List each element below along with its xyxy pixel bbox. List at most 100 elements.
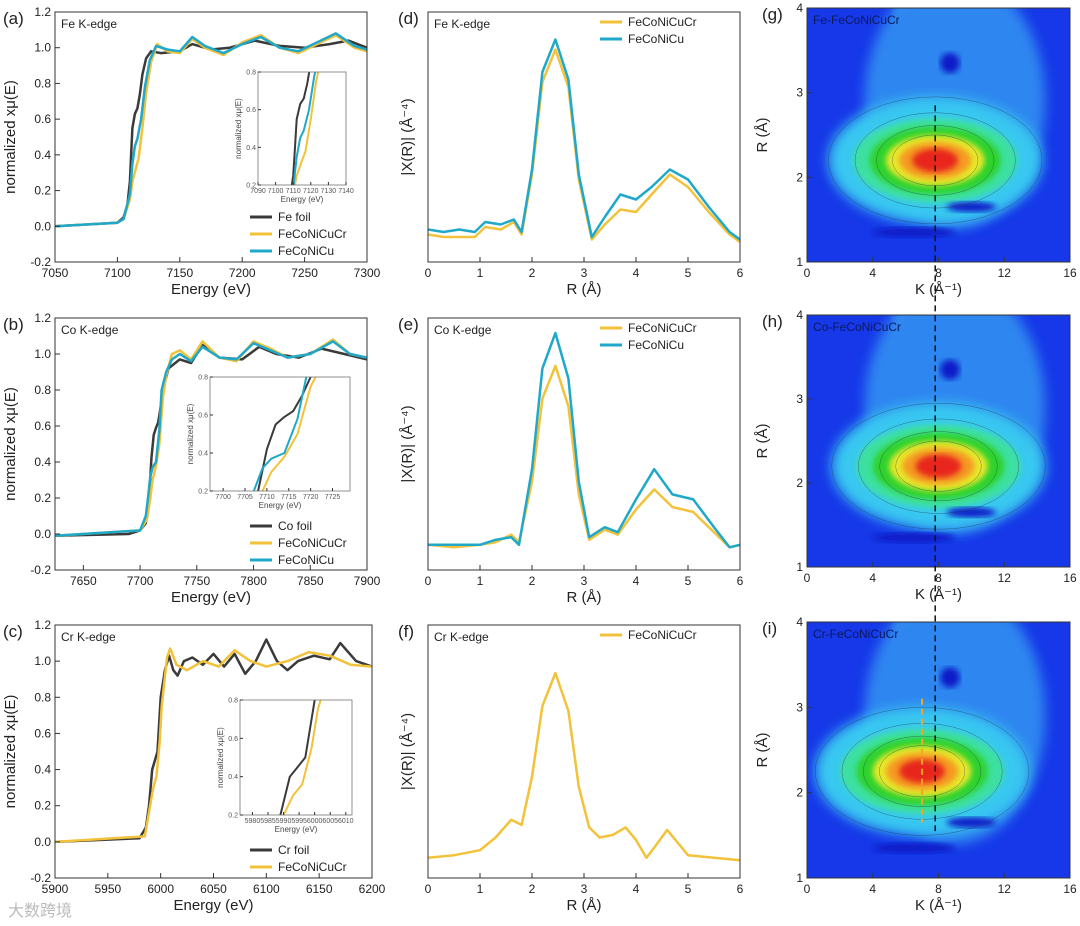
legend-label: FeCoNiCuCr — [628, 628, 697, 642]
x-axis-label: R (Å) — [567, 281, 602, 298]
inset-y-tick-label: 0.6 — [228, 736, 238, 743]
heatmap-minimum — [872, 532, 955, 543]
axes-frame — [54, 11, 368, 263]
inset-series-line-feconicu — [252, 377, 308, 491]
panel-title: Fe-FeCoNiCuCr — [813, 13, 900, 27]
y-tick-label: 1 — [796, 255, 803, 269]
y-tick-label: 3 — [796, 86, 803, 100]
inset-x-axis-label: Energy (eV) — [259, 501, 302, 510]
x-tick-label: 16 — [1063, 882, 1077, 896]
inset-series-line-feconicu — [292, 72, 317, 185]
x-tick-label: 0 — [425, 882, 432, 896]
x-tick-label: 0 — [804, 882, 811, 896]
inset-x-tick-label: 7715 — [281, 494, 297, 501]
y-tick-label: 0.0 — [34, 219, 51, 233]
y-tick-label: 1.0 — [34, 654, 51, 668]
y-tick-label: 1.2 — [34, 5, 51, 19]
contour-line — [828, 96, 1043, 225]
watermark: 大数跨境 — [8, 901, 72, 920]
panel-label-a: (a) — [3, 9, 24, 28]
x-tick-label: 6150 — [306, 882, 333, 896]
x-tick-label: 5 — [685, 882, 692, 896]
x-tick-label: 2 — [529, 266, 536, 280]
y-tick-label: 0.2 — [34, 799, 51, 813]
inset-series-line-feconicucr — [282, 700, 322, 815]
x-tick-label: 2 — [529, 574, 536, 588]
x-tick-label: 5900 — [42, 882, 69, 896]
x-tick-label: 4 — [869, 266, 876, 280]
y-tick-label: 2 — [796, 786, 803, 800]
inset-x-axis-label: Energy (eV) — [275, 825, 318, 834]
series-line-feconicucr — [55, 647, 372, 844]
y-tick-label: 0.6 — [34, 419, 51, 433]
x-tick-label: 7300 — [354, 266, 381, 280]
x-tick-label: 4 — [869, 571, 876, 585]
y-axis-label: R (Å) — [754, 733, 771, 768]
panel-title: Fe K-edge — [61, 17, 117, 31]
inset-background — [258, 72, 346, 185]
x-tick-label: 7250 — [291, 266, 318, 280]
series-line-feconicu — [428, 38, 740, 241]
x-tick-label: 7050 — [42, 266, 69, 280]
axes-frame — [427, 11, 741, 263]
panel-label-e: (e) — [398, 315, 419, 334]
inset-axes-frame — [239, 699, 353, 816]
y-tick-label: 1.2 — [34, 311, 51, 325]
x-tick-label: 6050 — [200, 882, 227, 896]
y-tick-label: 0.2 — [34, 184, 51, 198]
panel-label-d: (d) — [398, 9, 419, 28]
inset-x-tick-label: 7725 — [325, 494, 341, 501]
inset-y-tick-label: 0.8 — [246, 70, 256, 77]
y-tick-label: 0.8 — [34, 383, 51, 397]
legend-label: FeCoNiCuCr — [628, 15, 697, 29]
heatmap-minimum — [872, 843, 955, 854]
x-tick-label: 2 — [529, 882, 536, 896]
series-line-feconicucr — [55, 33, 367, 228]
x-tick-label: 0 — [425, 266, 432, 280]
inset-x-tick-label: 7100 — [268, 188, 284, 195]
panel-title: Cr K-edge — [61, 630, 116, 644]
y-axis-label: |X(R)| (Å⁻⁴) — [399, 98, 416, 175]
legend-label: Co foil — [278, 519, 312, 533]
y-axis-label: normalized xμ(E) — [2, 80, 19, 194]
series-line-feconicu — [55, 340, 367, 538]
inset-x-tick-label: 7705 — [237, 494, 253, 501]
inset-x-tick-label: 7700 — [215, 494, 231, 501]
inset-x-tick-label: 5990 — [276, 818, 292, 825]
series-line-feconicucr — [428, 671, 740, 862]
inset-x-tick-label: 6005 — [322, 818, 338, 825]
y-tick-label: 4 — [796, 308, 803, 322]
x-tick-label: 7650 — [70, 574, 97, 588]
inset-background — [240, 700, 352, 815]
inset-x-tick-label: 7130 — [321, 188, 337, 195]
x-tick-label: 6 — [737, 266, 744, 280]
x-axis-label: R (Å) — [567, 897, 602, 914]
x-tick-label: 4 — [869, 882, 876, 896]
inset-x-tick-label: 7140 — [338, 188, 354, 195]
y-tick-label: 0.0 — [34, 835, 51, 849]
inset-x-tick-label: 7710 — [259, 494, 275, 501]
x-tick-label: 1 — [477, 882, 484, 896]
y-axis-label: |X(R)| (Å⁻⁴) — [399, 713, 416, 790]
inset-x-tick-label: 5980 — [245, 818, 261, 825]
legend-label: FeCoNiCu — [278, 553, 334, 567]
panel-label-b: (b) — [3, 315, 24, 334]
contour-line — [879, 431, 998, 502]
inset-axes-frame — [257, 71, 347, 186]
x-tick-label: 1 — [477, 266, 484, 280]
x-tick-label: 7800 — [240, 574, 267, 588]
inset-y-tick-label: 0.6 — [246, 107, 256, 114]
x-tick-label: 3 — [581, 266, 588, 280]
inset-y-tick-label: 0.2 — [198, 489, 208, 496]
axes-frame — [427, 624, 741, 879]
inset-series-line-feconicucr — [261, 377, 317, 491]
inset-y-tick-label: 0.2 — [246, 183, 256, 190]
legend-label: FeCoNiCu — [628, 338, 684, 352]
x-tick-label: 7200 — [229, 266, 256, 280]
legend-label: FeCoNiCu — [628, 32, 684, 46]
contour-line — [858, 418, 1019, 514]
y-tick-label: 1 — [796, 560, 803, 574]
heatmap-minimum — [940, 667, 960, 688]
y-tick-label: 1.0 — [34, 41, 51, 55]
y-tick-label: 0.8 — [34, 76, 51, 90]
